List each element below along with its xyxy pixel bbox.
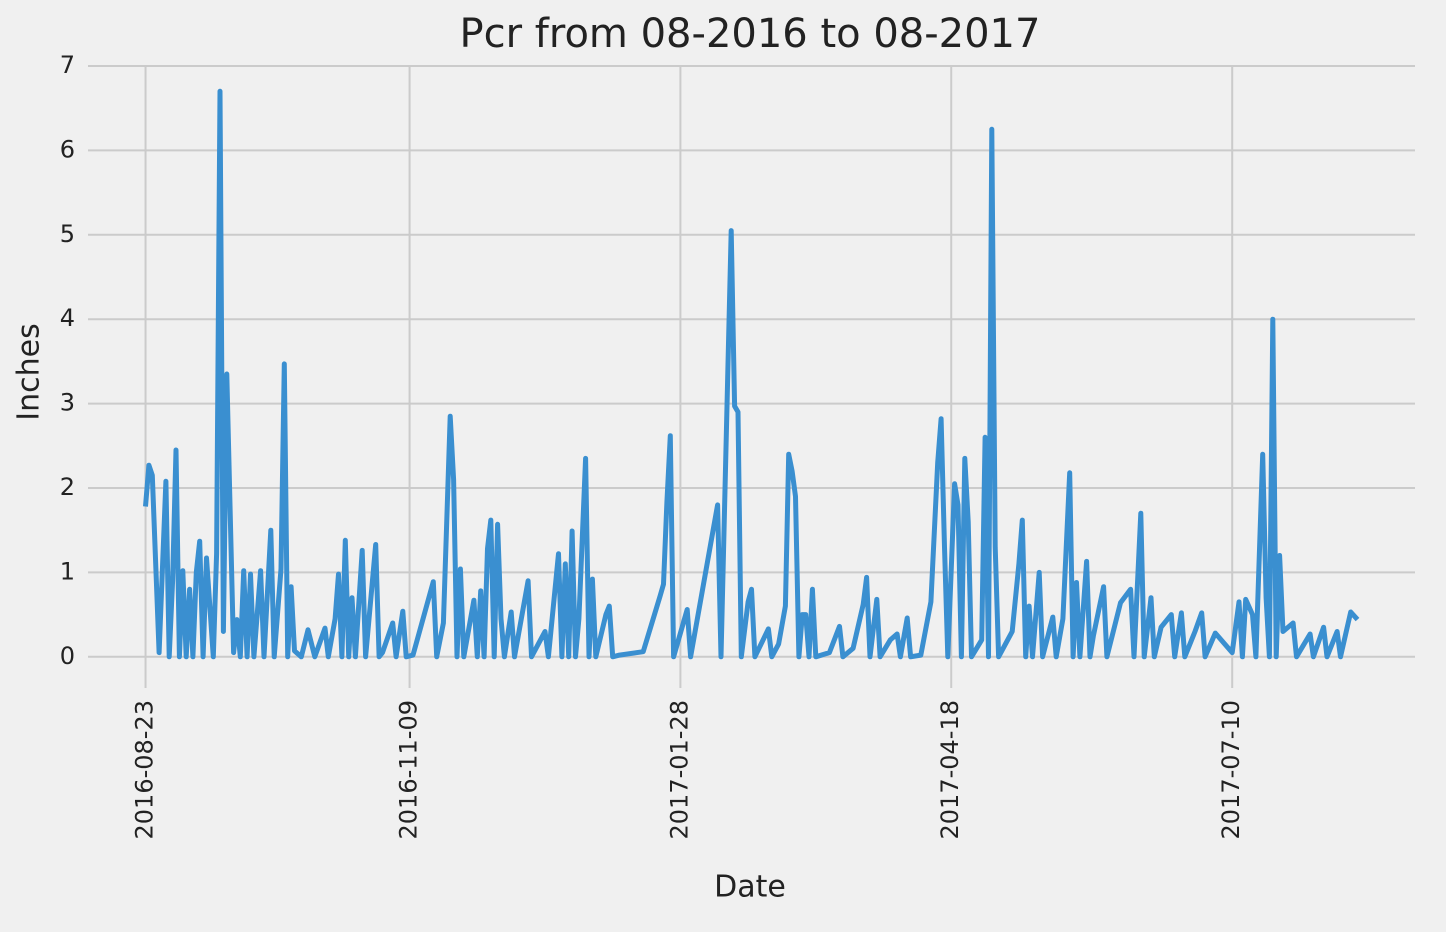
y-tick-label: 1 (60, 557, 75, 585)
x-axis-label: Date (714, 870, 786, 905)
y-tick-label: 3 (60, 389, 75, 417)
y-tick-label: 5 (60, 220, 75, 248)
x-tick-label: 2016-08-23 (131, 700, 159, 839)
x-tick-label: 2017-04-18 (936, 700, 964, 839)
y-tick-label: 6 (60, 135, 75, 163)
y-tick-label: 2 (60, 473, 75, 501)
y-axis-label: Inches (12, 323, 47, 420)
chart-title: Pcr from 08-2016 to 08-2017 (460, 11, 1041, 57)
x-tick-label: 2017-01-28 (665, 700, 693, 839)
x-tick-label: 2017-07-10 (1217, 700, 1245, 839)
y-tick-label: 0 (60, 642, 75, 670)
y-tick-label: 4 (60, 304, 75, 332)
y-tick-label: 7 (60, 51, 75, 79)
data-line (143, 88, 1360, 660)
x-tick-label: 2016-11-09 (395, 700, 423, 839)
